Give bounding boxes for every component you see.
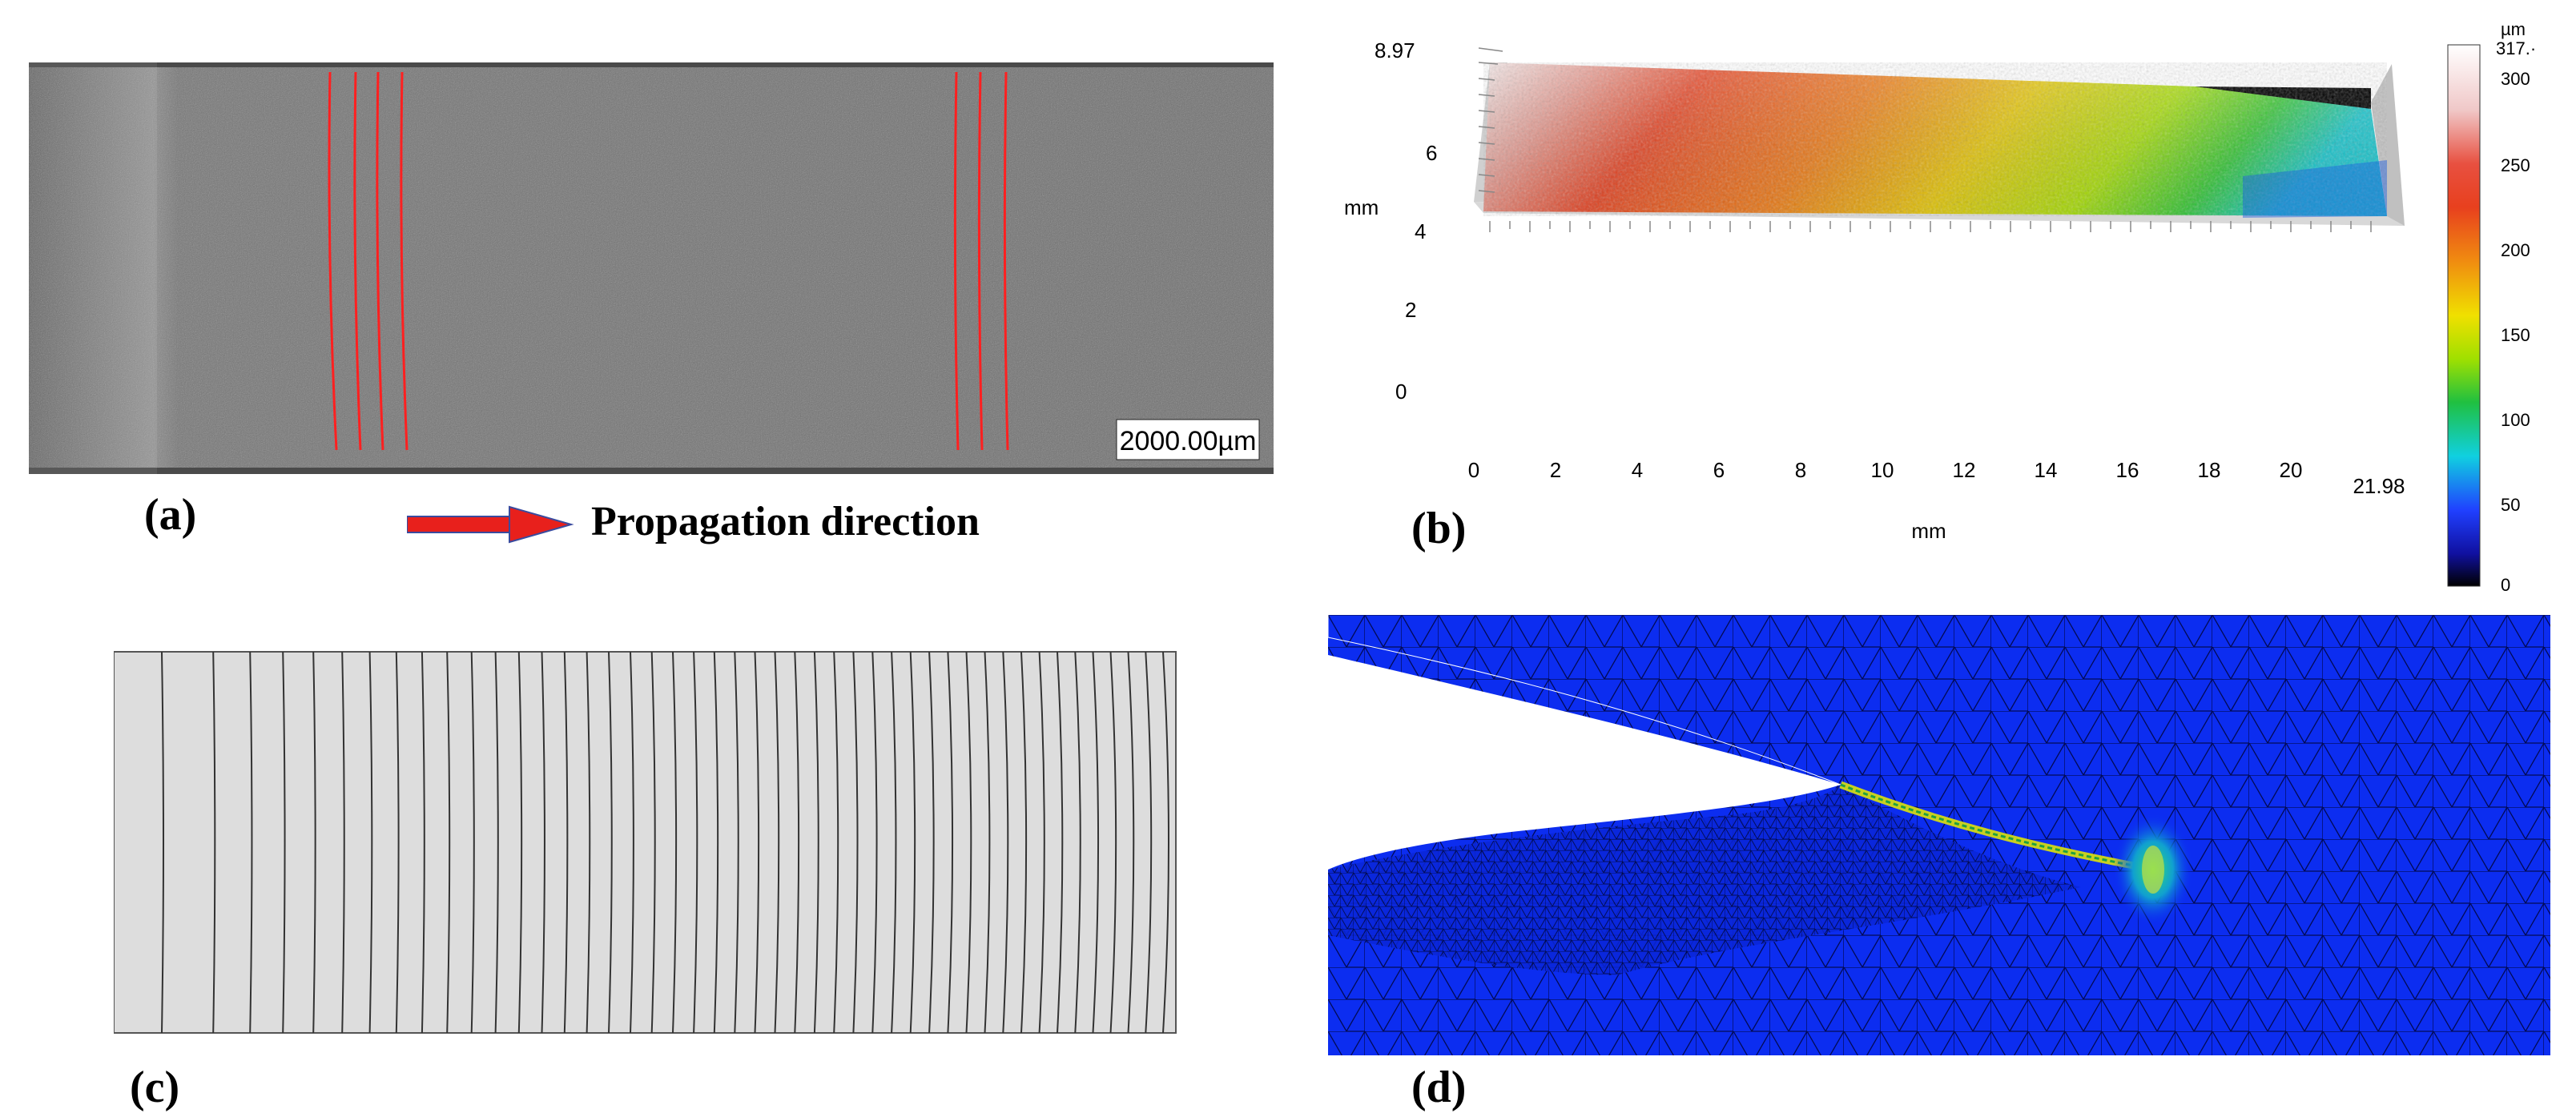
- x-tick-6: 6: [1713, 458, 1725, 482]
- y-tick-0: 0: [1395, 380, 1407, 404]
- colorbar-tick-300: 300: [2501, 69, 2530, 89]
- x-tick-0: 0: [1468, 458, 1479, 482]
- crack-front-line: [161, 651, 164, 1034]
- propagation-direction-text: Propagation direction: [591, 499, 980, 544]
- x-axis-title: mm: [1911, 519, 1946, 543]
- panel-a-label: (a): [144, 490, 197, 540]
- fracture-surface-sem-image: 2000.00µm: [29, 62, 1274, 474]
- crack-front-line: [446, 651, 451, 1034]
- crack-front-line: [813, 651, 819, 1034]
- x-tick-16: 16: [2116, 458, 2139, 482]
- fe-mesh-crack-model: [1327, 615, 2550, 1055]
- crack-front-model: [113, 651, 1177, 1034]
- panel-c-label: (c): [130, 1063, 180, 1112]
- colorbar: µm 317.· 300 250 200 150 100 50 0: [2447, 19, 2536, 595]
- panel-d: [1327, 615, 2550, 1055]
- crack-front-line: [1002, 651, 1009, 1034]
- crack-front-line: [1127, 651, 1135, 1034]
- x-tick-20: 20: [2280, 458, 2303, 482]
- x-tick-8: 8: [1795, 458, 1806, 482]
- x-tick-12: 12: [1953, 458, 1976, 482]
- panel-d-label: (d): [1411, 1063, 1467, 1112]
- panel-c: [113, 650, 1177, 1035]
- crack-front-lines: [161, 651, 1169, 1034]
- crack-front-line: [1057, 651, 1064, 1034]
- crack-front-line: [713, 651, 719, 1034]
- y-axis-title: mm: [1344, 195, 1379, 219]
- y-tick-4: 4: [1415, 219, 1426, 243]
- x-tick-4: 4: [1632, 458, 1643, 482]
- crack-front-line: [1038, 651, 1045, 1034]
- surface-height-map: 8.97 mm 6 4 2 0 0 2 4 6 8 10 12 14 16 18…: [1344, 19, 2536, 595]
- crack-front-line: [1109, 651, 1117, 1034]
- colorbar-tick-100: 100: [2501, 410, 2530, 430]
- crack-front-line: [312, 651, 316, 1034]
- x-tick-2: 2: [1550, 458, 1561, 482]
- crack-front-line: [630, 651, 634, 1034]
- crack-front-line: [1074, 651, 1081, 1034]
- crack-front-line: [1162, 651, 1169, 1034]
- x-axis-end-value: 21.98: [2353, 474, 2405, 498]
- crack-front-line: [984, 651, 991, 1034]
- x-tick-10: 10: [1871, 458, 1894, 482]
- crack-front-line: [341, 651, 345, 1034]
- crack-front-line: [852, 651, 859, 1034]
- y-tick-6: 6: [1426, 141, 1437, 165]
- crack-front-line: [1020, 651, 1028, 1034]
- colorbar-unit: µm: [2501, 19, 2526, 39]
- crack-front-line: [650, 651, 656, 1034]
- mesh-background: [1328, 615, 2550, 1055]
- crack-front-line: [517, 651, 523, 1034]
- crack-front-line: [774, 651, 780, 1034]
- crack-front-line: [928, 651, 935, 1034]
- scale-bar-label: 2000.00µm: [1120, 426, 1257, 456]
- crack-front-line: [368, 651, 373, 1034]
- crack-front-line: [672, 651, 678, 1034]
- x-tick-18: 18: [2198, 458, 2221, 482]
- surface-plot: [1483, 62, 2387, 218]
- crack-front-line: [909, 651, 916, 1034]
- colorbar-tick-150: 150: [2501, 325, 2530, 345]
- crack-front-line: [470, 651, 475, 1034]
- crack-front-line: [693, 651, 698, 1034]
- crack-front-line: [833, 651, 839, 1034]
- propagation-arrow: [407, 505, 574, 544]
- crack-front-line: [794, 651, 800, 1034]
- crack-front-line: [421, 651, 425, 1034]
- crack-front-line: [494, 651, 499, 1034]
- colorbar-max: 317.·: [2496, 38, 2536, 58]
- panel-b-label: (b): [1411, 504, 1467, 553]
- y-axis-top-value: 8.97: [1375, 38, 1415, 62]
- crack-front-lines-left: [328, 71, 409, 451]
- colorbar-tick-50: 50: [2501, 495, 2520, 515]
- panel-a: 2000.00µm: [29, 62, 1274, 474]
- crack-front-line: [395, 651, 400, 1034]
- panel-b: 8.97 mm 6 4 2 0 0 2 4 6 8 10 12 14 16 18…: [1330, 16, 2576, 595]
- crack-opening: [1328, 615, 1841, 870]
- crack-front-lines-right: [953, 71, 1009, 451]
- crack-front-line: [249, 651, 253, 1034]
- colorbar-tick-200: 200: [2501, 240, 2530, 260]
- colorbar-tick-250: 250: [2501, 155, 2530, 175]
- crack-front-line: [282, 651, 286, 1034]
- crack-front-line: [1145, 651, 1153, 1034]
- crack-front-line: [871, 651, 878, 1034]
- colorbar-tick-0: 0: [2501, 575, 2510, 593]
- x-tick-14: 14: [2035, 458, 2058, 482]
- crack-front-line: [212, 651, 216, 1034]
- crack-front-line: [891, 651, 897, 1034]
- crack-front-line: [754, 651, 760, 1034]
- crack-front-line: [608, 651, 613, 1034]
- crack-front-line: [586, 651, 591, 1034]
- crack-front-line: [541, 651, 545, 1034]
- crack-front-line: [1092, 651, 1100, 1034]
- y-tick-2: 2: [1405, 298, 1416, 322]
- crack-front-line: [965, 651, 972, 1034]
- crack-front-line: [947, 651, 954, 1034]
- crack-front-line: [563, 651, 569, 1034]
- crack-front-line: [734, 651, 739, 1034]
